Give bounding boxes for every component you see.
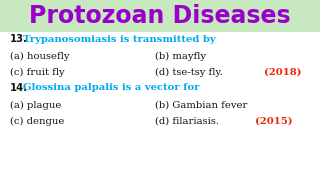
Text: (2018): (2018) bbox=[264, 68, 301, 76]
Text: (b) mayfly: (b) mayfly bbox=[155, 51, 206, 60]
Text: (c) dengue: (c) dengue bbox=[10, 116, 64, 126]
Text: 14.: 14. bbox=[10, 83, 28, 93]
Text: Trypanosomiasis is transmitted by: Trypanosomiasis is transmitted by bbox=[23, 35, 216, 44]
Text: (d) filariasis.: (d) filariasis. bbox=[155, 116, 219, 125]
FancyBboxPatch shape bbox=[0, 0, 320, 32]
FancyBboxPatch shape bbox=[0, 0, 320, 32]
Text: (d) tse-tsy fly.: (d) tse-tsy fly. bbox=[155, 68, 223, 76]
Text: 13.: 13. bbox=[10, 34, 28, 44]
Text: (a) housefly: (a) housefly bbox=[10, 51, 69, 60]
Text: Glossina palpalis is a vector for: Glossina palpalis is a vector for bbox=[23, 84, 199, 93]
Text: (c) fruit fly: (c) fruit fly bbox=[10, 68, 65, 76]
Text: (b) Gambian fever: (b) Gambian fever bbox=[155, 100, 247, 109]
Text: (2015): (2015) bbox=[255, 116, 292, 125]
Text: Protozoan Diseases: Protozoan Diseases bbox=[29, 4, 291, 28]
Text: (a) plague: (a) plague bbox=[10, 100, 61, 110]
